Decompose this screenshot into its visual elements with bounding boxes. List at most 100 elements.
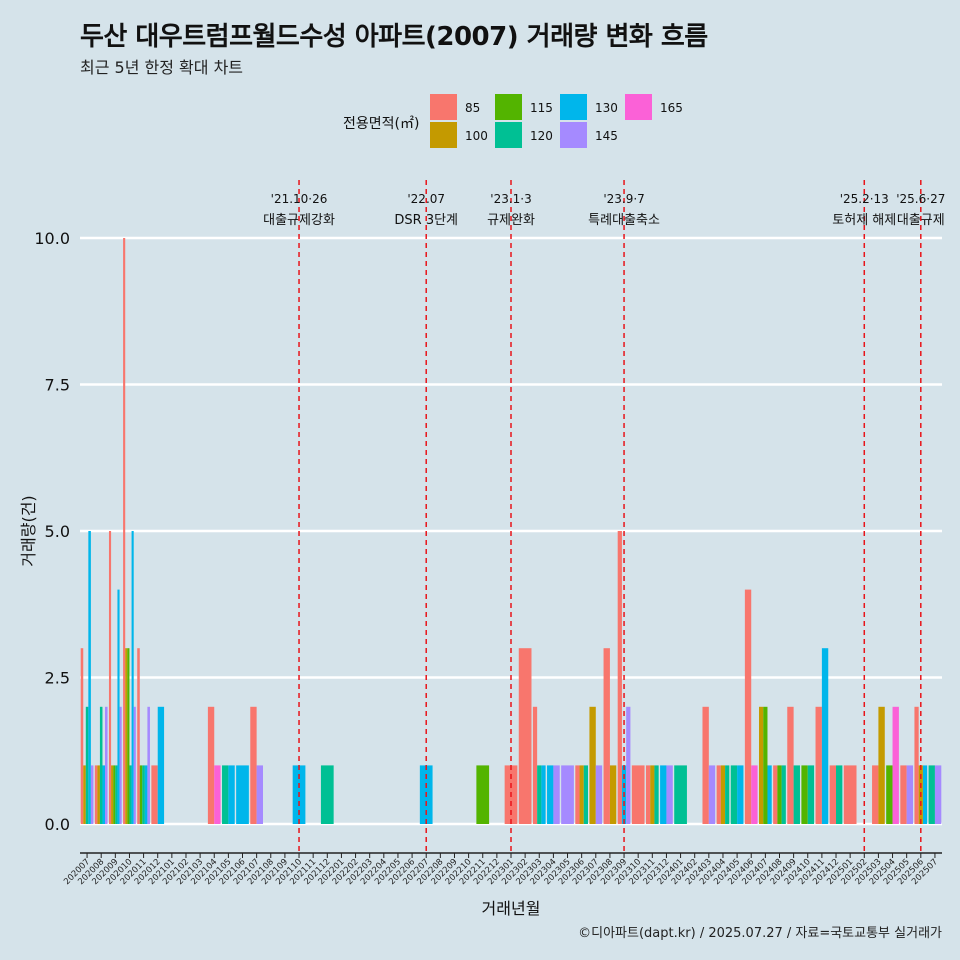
bar-202011-120 — [142, 765, 145, 824]
legend-label-165: 165 — [660, 101, 683, 115]
legend-label-145: 145 — [595, 129, 618, 143]
event-name-label: DSR 3단계 — [394, 213, 458, 228]
event-date-label: '25.6·27 — [896, 192, 945, 206]
bar-202107-85 — [250, 706, 257, 824]
bar-202504-165 — [892, 706, 899, 824]
event-date-label: '21.10·26 — [271, 192, 328, 206]
bar-202010-145 — [133, 706, 136, 824]
bar-202503-85 — [872, 765, 879, 824]
legend-swatch-165 — [625, 94, 652, 120]
bar-202408-85 — [773, 765, 778, 824]
bar-202307-100 — [589, 706, 596, 824]
y-tick-label: 5.0 — [45, 522, 70, 541]
bar-202011-115 — [139, 765, 143, 824]
bar-202308-85 — [603, 648, 610, 824]
legend-swatch-145 — [560, 122, 587, 148]
bar-202309-145 — [626, 706, 631, 824]
bar-202311-100 — [650, 765, 655, 824]
bar-202404-120 — [725, 765, 730, 824]
y-tick-label: 7.5 — [45, 376, 70, 395]
bar-202010-130 — [131, 531, 134, 824]
bar-202505-85 — [900, 765, 907, 824]
bar-202403-85 — [702, 706, 709, 824]
bar-202008-85 — [94, 765, 98, 824]
legend-label-85: 85 — [465, 101, 480, 115]
bar-202105-120 — [222, 765, 229, 824]
bar-202404-85 — [716, 765, 721, 824]
legend-title: 전용면적(㎡) — [343, 116, 419, 132]
bar-202407-130 — [767, 765, 772, 824]
bar-202401-120 — [674, 765, 687, 824]
bar-202412-120 — [836, 765, 843, 824]
bar-202501-85 — [843, 765, 857, 824]
bar-202303-120 — [537, 765, 542, 824]
bar-202106-130 — [236, 765, 249, 824]
event-name-label: 토허제 해제 — [832, 213, 896, 228]
bar-202105-130 — [228, 765, 235, 824]
bar-202007-145 — [90, 765, 94, 824]
bar-202504-115 — [886, 765, 893, 824]
legend-label-130: 130 — [595, 101, 618, 115]
bar-202007-85 — [80, 648, 84, 824]
legend-label-115: 115 — [530, 101, 553, 115]
bar-202311-85 — [645, 765, 651, 824]
bar-202405-130 — [737, 765, 744, 824]
bar-202010-120 — [129, 765, 132, 824]
bar-202008-100 — [97, 765, 100, 824]
bar-202007-100 — [83, 765, 86, 824]
event-name-label: 대출규제 — [897, 213, 945, 228]
bar-202010-100 — [125, 648, 128, 824]
bar-202107-145 — [256, 765, 263, 824]
bar-202009-85 — [108, 531, 112, 824]
bar-202008-120 — [99, 706, 103, 824]
legend-swatch-100 — [430, 122, 457, 148]
source-caption: ©디아파트(dapt.kr) / 2025.07.27 / 자료=국토교통부 실… — [578, 926, 942, 941]
bar-202303-130 — [541, 765, 546, 824]
bar-202507-145 — [934, 765, 942, 824]
bar-202012-130 — [157, 706, 165, 824]
bar-202009-145 — [119, 706, 122, 824]
event-name-label: 규제완화 — [487, 213, 535, 228]
bar-202503-100 — [878, 706, 885, 824]
bar-202407-115 — [763, 706, 768, 824]
bar-202010-85 — [123, 238, 126, 824]
bar-202308-100 — [609, 765, 617, 824]
bar-202411-85 — [815, 706, 822, 824]
y-tick-label: 10.0 — [34, 229, 70, 248]
bar-202010-115 — [127, 648, 130, 824]
legend-swatch-120 — [495, 122, 522, 148]
legend-swatch-115 — [495, 94, 522, 120]
bar-202009-120 — [115, 765, 118, 824]
bar-202312-130 — [660, 765, 667, 824]
bar-202309-85 — [617, 531, 622, 824]
bar-202406-165 — [751, 765, 758, 824]
bar-202303-85 — [532, 706, 538, 824]
event-name-label: 대출규제강화 — [263, 213, 335, 228]
bar-202104-85 — [207, 706, 215, 824]
bar-202009-130 — [117, 589, 120, 824]
bar-202408-120 — [781, 765, 786, 824]
legend-label-120: 120 — [530, 129, 553, 143]
bar-202409-120 — [793, 765, 800, 824]
bar-202008-130 — [102, 765, 106, 824]
bar-202505-145 — [906, 765, 914, 824]
bar-202104-165 — [214, 765, 221, 824]
chart-title: 두산 대우트럼프월드수성 아파트(2007) 거래량 변화 흐름 — [80, 22, 708, 52]
x-axis-title: 거래년월 — [482, 899, 541, 918]
y-tick-label: 2.5 — [45, 669, 70, 688]
bar-202410-120 — [807, 765, 815, 824]
bar-202011-145 — [147, 706, 150, 824]
legend-swatch-130 — [560, 94, 587, 120]
bar-202407-100 — [759, 706, 764, 824]
bar-202506-130 — [922, 765, 928, 824]
event-date-label: '22.07 — [407, 192, 445, 206]
bar-202412-85 — [829, 765, 837, 824]
bar-202112-120 — [320, 765, 334, 824]
y-axis-title: 거래량(건) — [19, 495, 38, 566]
bar-202405-120 — [730, 765, 738, 824]
bar-202011-85 — [137, 648, 140, 824]
bar-202304-130 — [547, 765, 554, 824]
legend-swatch-85 — [430, 94, 457, 120]
bar-202304-145 — [553, 765, 560, 824]
